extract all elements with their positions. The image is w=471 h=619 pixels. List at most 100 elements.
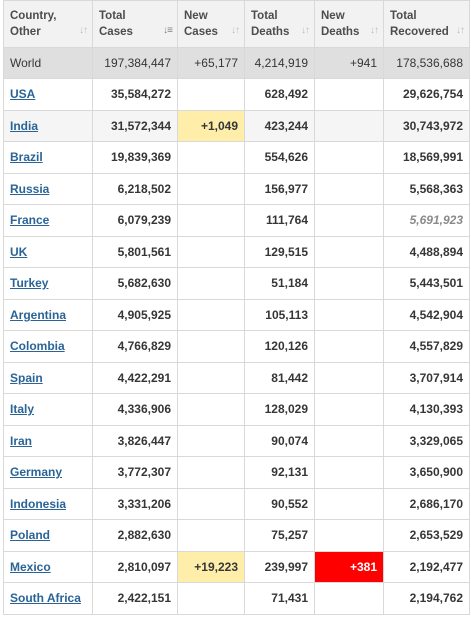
country-link[interactable]: UK (10, 244, 28, 259)
world-total-cases: 197,384,447 (92, 47, 178, 79)
header-total-cases[interactable]: Total Cases ↓≡ (92, 0, 178, 48)
country-link[interactable]: Indonesia (10, 496, 67, 511)
country-link[interactable]: Iran (10, 433, 33, 448)
new-cases-cell (177, 204, 245, 237)
country-link[interactable]: Mexico (10, 559, 51, 574)
total-deaths-cell: 90,552 (244, 487, 315, 520)
header-label-line2: Other (10, 26, 41, 38)
new-cases-cell: +1,049 (177, 109, 245, 142)
total-deaths-cell: 554,626 (244, 141, 315, 174)
new-deaths-cell (314, 298, 384, 331)
country-cell: Spain (3, 361, 93, 394)
new-deaths-cell (314, 582, 384, 615)
new-cases-cell (177, 78, 245, 111)
new-deaths-cell (314, 141, 384, 174)
total-cases-cell: 3,772,307 (92, 456, 178, 489)
country-link[interactable]: Russia (10, 181, 50, 196)
header-total-recovered[interactable]: Total Recovered ↓↑ (383, 0, 470, 48)
total-deaths-cell: 51,184 (244, 267, 315, 300)
new-cases-cell (177, 141, 245, 174)
total-cases-cell: 31,572,344 (92, 109, 178, 142)
table-row: USA 35,584,272 628,492 29,626,754 (3, 78, 470, 111)
new-cases-cell (177, 361, 245, 394)
country-link[interactable]: France (10, 213, 50, 228)
country-link[interactable]: South Africa (10, 591, 81, 606)
header-label-line1: Total (99, 10, 126, 22)
new-cases-cell (177, 267, 245, 300)
new-cases-cell (177, 393, 245, 426)
header-label-line1: Total (390, 10, 417, 22)
total-recovered-cell: 29,626,754 (383, 78, 470, 111)
new-deaths-cell (314, 487, 384, 520)
table-row: Indonesia 3,331,206 90,552 2,686,170 (3, 487, 470, 520)
header-label-line1: New (184, 10, 208, 22)
total-cases-cell: 6,218,502 (92, 172, 178, 205)
total-deaths-cell: 105,113 (244, 298, 315, 331)
country-cell: India (3, 109, 93, 142)
country-link[interactable]: Italy (10, 402, 35, 417)
header-country[interactable]: Country, Other ↓↑ (3, 0, 93, 48)
new-deaths-cell (314, 172, 384, 205)
country-cell: Turkey (3, 267, 93, 300)
new-cases-cell (177, 298, 245, 331)
total-deaths-cell: 120,126 (244, 330, 315, 363)
new-deaths-cell (314, 519, 384, 552)
country-cell: USA (3, 78, 93, 111)
new-cases-cell (177, 424, 245, 457)
header-label-line1: New (321, 10, 345, 22)
world-total-recovered: 178,536,688 (383, 47, 470, 79)
country-link[interactable]: Poland (10, 528, 51, 543)
total-cases-cell: 3,826,447 (92, 424, 178, 457)
new-deaths-cell (314, 456, 384, 489)
sort-arrows-icon[interactable]: ↓↑ (231, 25, 240, 36)
total-cases-cell: 5,682,630 (92, 267, 178, 300)
new-cases-cell: +19,223 (177, 550, 245, 583)
world-row: World 197,384,447 +65,177 4,214,919 +941… (3, 47, 470, 79)
total-recovered-cell: 4,488,894 (383, 235, 470, 268)
world-new-cases: +65,177 (177, 47, 245, 79)
country-link[interactable]: Turkey (10, 276, 49, 291)
country-link[interactable]: India (10, 118, 39, 133)
sort-arrows-icon[interactable]: ↓↑ (301, 25, 310, 36)
table-row: South Africa 2,422,151 71,431 2,194,762 (3, 582, 470, 615)
country-cell: Colombia (3, 330, 93, 363)
header-label-line2: Recovered (390, 26, 449, 38)
total-recovered-cell: 2,686,170 (383, 487, 470, 520)
country-link[interactable]: Argentina (10, 307, 67, 322)
sort-arrows-icon[interactable]: ↓↑ (370, 25, 379, 36)
country-link[interactable]: Brazil (10, 150, 43, 165)
table-row: Brazil 19,839,369 554,626 18,569,991 (3, 141, 470, 174)
total-deaths-cell: 75,257 (244, 519, 315, 552)
new-cases-cell (177, 172, 245, 205)
country-link[interactable]: Germany (10, 465, 63, 480)
total-cases-cell: 4,766,829 (92, 330, 178, 363)
country-link[interactable]: USA (10, 87, 36, 102)
country-link[interactable]: Spain (10, 370, 43, 385)
country-cell: Iran (3, 424, 93, 457)
total-recovered-cell: 4,557,829 (383, 330, 470, 363)
header-new-cases[interactable]: New Cases ↓↑ (177, 0, 245, 48)
sort-arrows-icon[interactable]: ↓↑ (79, 25, 88, 36)
new-deaths-cell (314, 267, 384, 300)
total-recovered-cell: 5,691,923 (383, 204, 470, 237)
total-recovered-cell: 3,707,914 (383, 361, 470, 394)
total-recovered-cell: 30,743,972 (383, 109, 470, 142)
header-label-line1: Country, (10, 10, 57, 22)
header-new-deaths[interactable]: New Deaths ↓↑ (314, 0, 384, 48)
total-recovered-cell: 18,569,991 (383, 141, 470, 174)
new-deaths-cell (314, 424, 384, 457)
sort-desc-icon[interactable]: ↓≡ (163, 25, 173, 36)
total-cases-cell: 2,882,630 (92, 519, 178, 552)
total-cases-cell: 6,079,239 (92, 204, 178, 237)
total-deaths-cell: 111,764 (244, 204, 315, 237)
total-deaths-cell: 628,492 (244, 78, 315, 111)
table-row: Italy 4,336,906 128,029 4,130,393 (3, 393, 470, 426)
header-total-deaths[interactable]: Total Deaths ↓↑ (244, 0, 315, 48)
country-link[interactable]: Colombia (10, 339, 65, 354)
table-row: Argentina 4,905,925 105,113 4,542,904 (3, 298, 470, 331)
total-cases-cell: 35,584,272 (92, 78, 178, 111)
country-cell: France (3, 204, 93, 237)
sort-arrows-icon[interactable]: ↓↑ (456, 25, 465, 36)
total-recovered-cell: 3,329,065 (383, 424, 470, 457)
total-recovered-cell: 2,192,477 (383, 550, 470, 583)
